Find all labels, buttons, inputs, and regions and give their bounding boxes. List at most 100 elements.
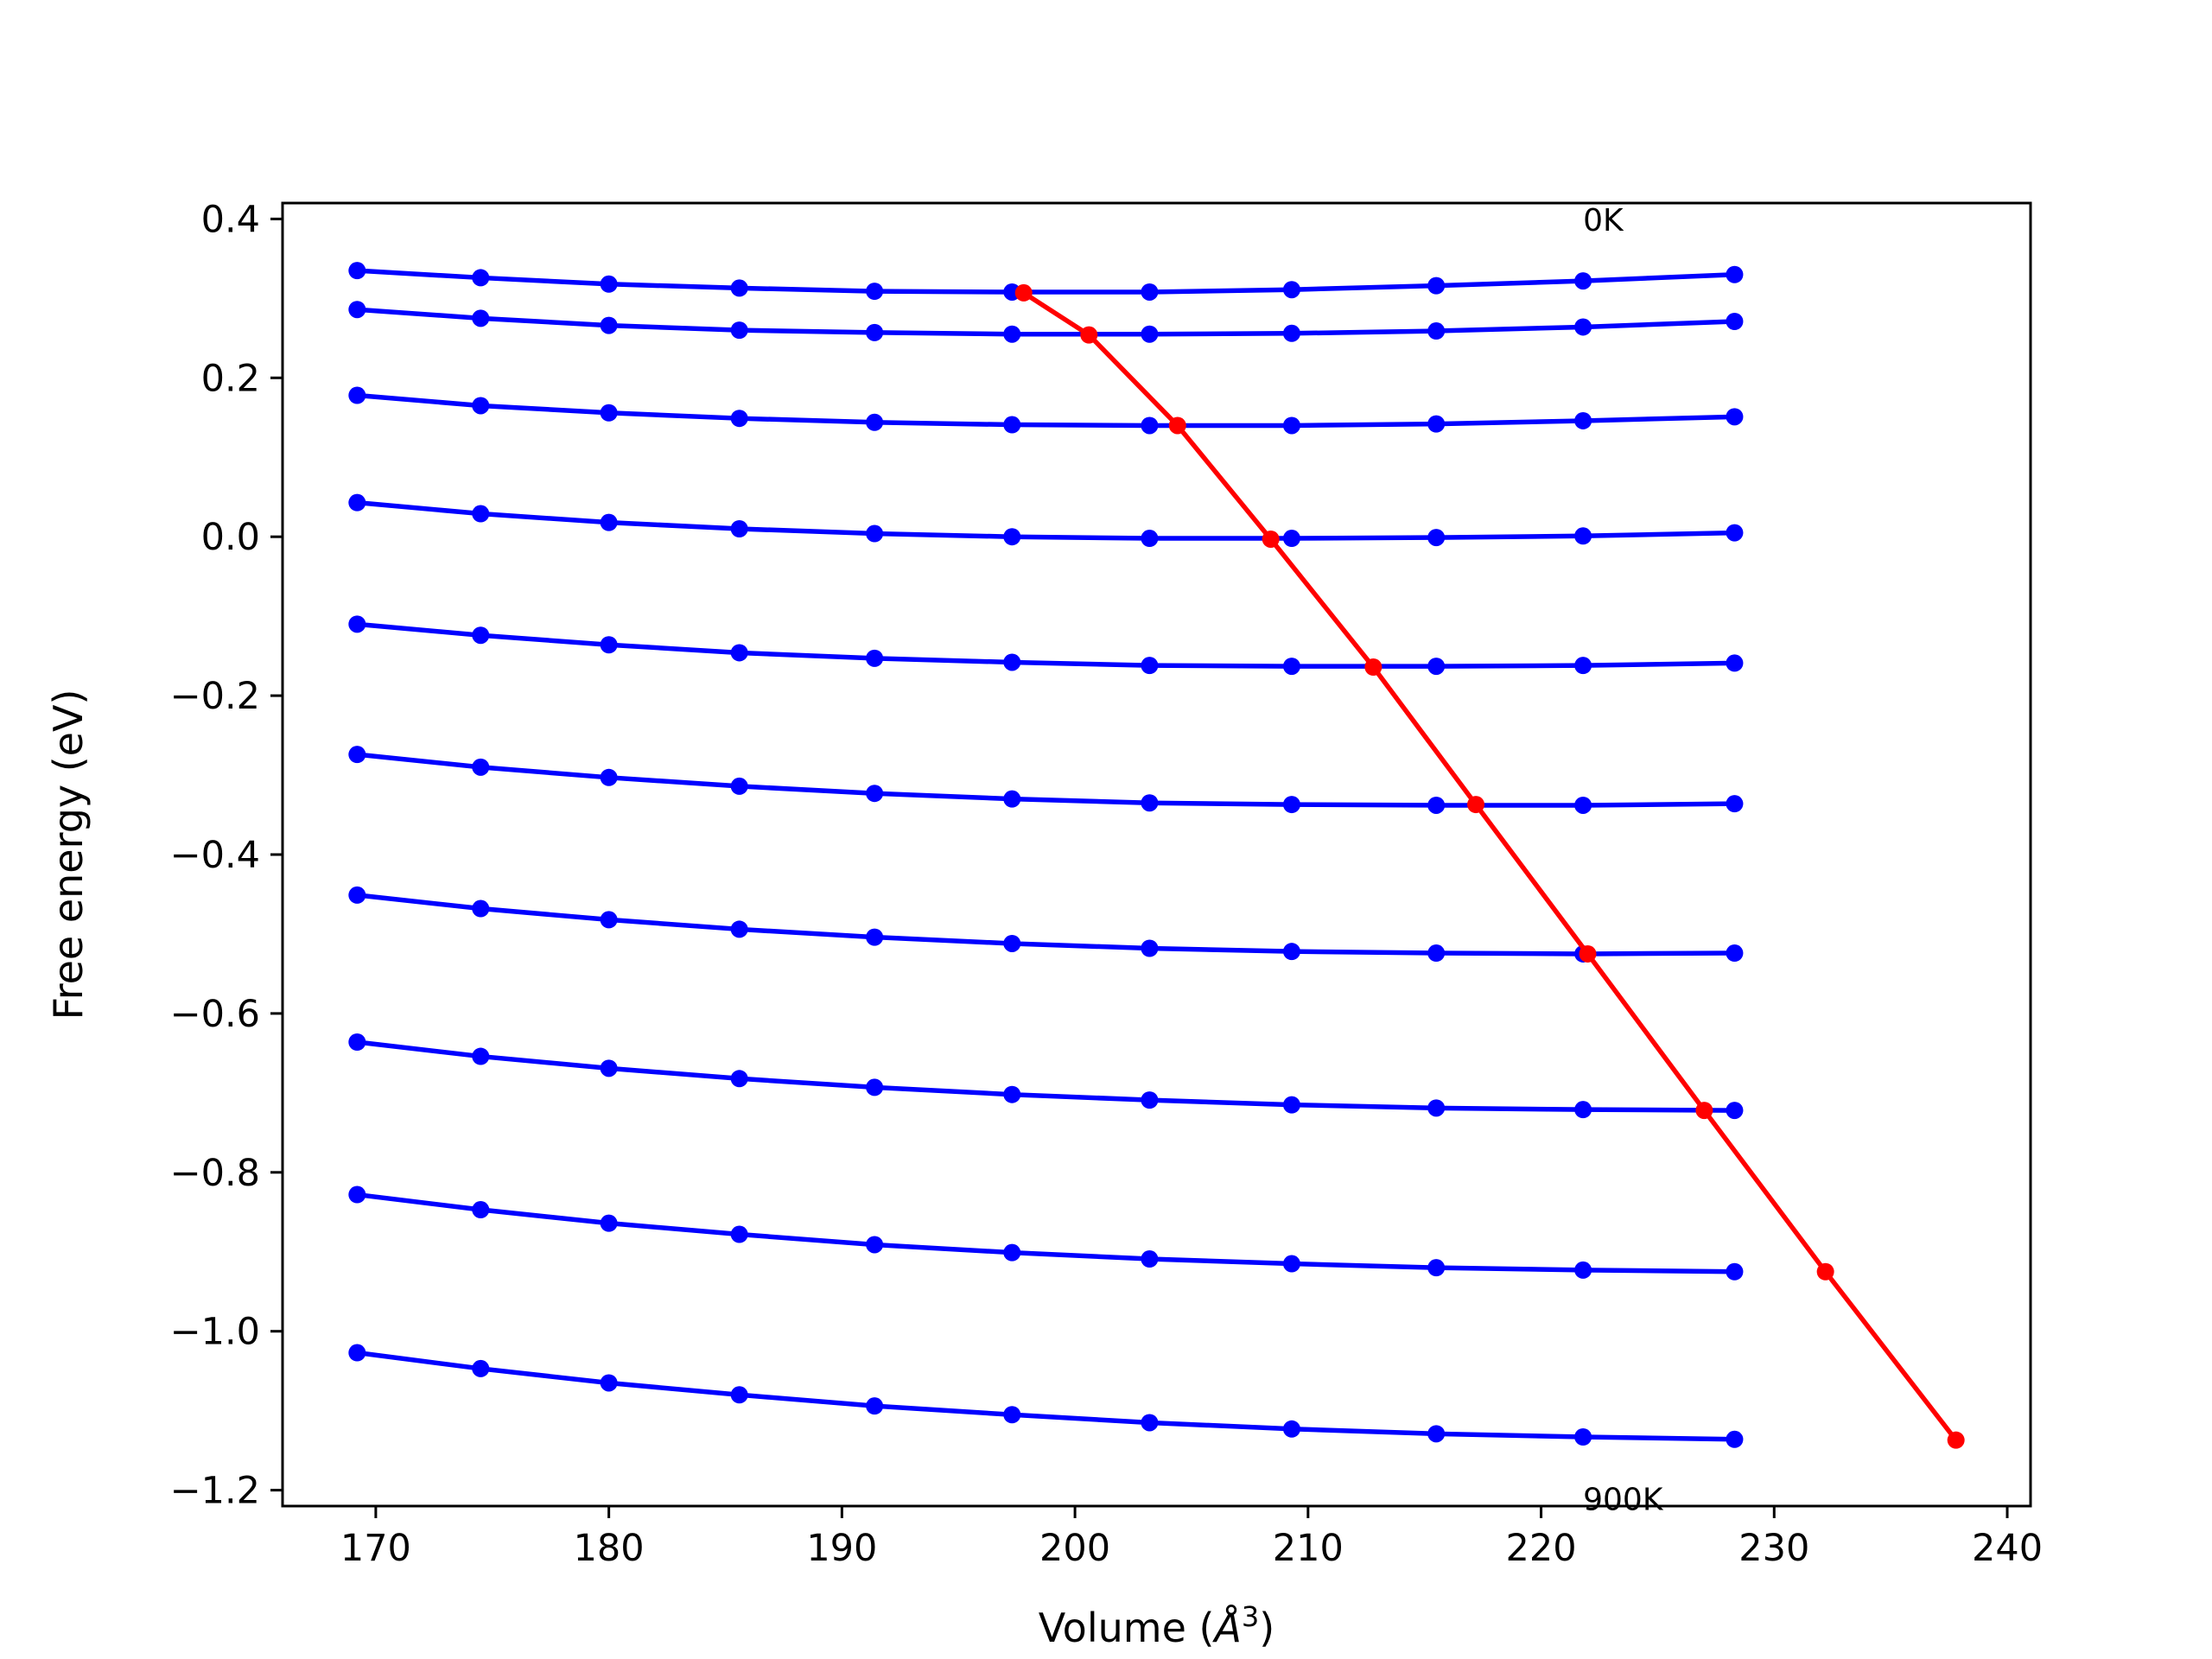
y-tick-label: −0.2 [170, 675, 260, 718]
series-point [1141, 325, 1159, 343]
series-point [348, 1033, 366, 1052]
minimum-curve-point [1816, 1262, 1834, 1281]
series-point [1427, 658, 1446, 676]
minimum-curve-point [1080, 326, 1098, 344]
series-point [1726, 1430, 1744, 1448]
series-point [730, 644, 748, 662]
series-point [1282, 1420, 1300, 1438]
minimum-curve-line [1022, 290, 1958, 1442]
series-point [730, 410, 748, 428]
series-point [1726, 1262, 1744, 1281]
series-point [1282, 796, 1300, 814]
series-point [866, 524, 884, 543]
axes-layer: 170 180 190 200 210 220 230 240 0.4 0.2 0.0 −0.2 −0.… [170, 198, 2043, 1570]
series-point [1003, 934, 1021, 952]
series-point [1427, 276, 1446, 295]
minimum-curve-point [1168, 416, 1186, 435]
series-point [1003, 1085, 1021, 1103]
minimum-curve-point [1014, 283, 1033, 302]
x-tick-label: 180 [574, 1527, 645, 1570]
series-point [348, 886, 366, 904]
series-point [1574, 1101, 1592, 1119]
minimum-curve-point [1364, 658, 1382, 676]
x-axis-label-exponent: 3 [1242, 1600, 1259, 1633]
series-point [472, 505, 490, 523]
annotation-0k: 0K [1583, 203, 1624, 238]
series-point [1726, 524, 1744, 542]
series-point [866, 649, 884, 667]
series-point [348, 262, 366, 280]
series-point [1282, 658, 1300, 676]
series-point [1141, 416, 1159, 435]
x-axis-label-close: ) [1259, 1605, 1274, 1651]
series-8 [348, 1185, 1744, 1281]
series-point [348, 615, 366, 633]
series-point [348, 1344, 366, 1362]
series-point [866, 928, 884, 946]
series-point [1726, 795, 1744, 813]
series-point [1141, 1091, 1159, 1109]
series-point [1574, 796, 1592, 814]
series-point [1726, 408, 1744, 426]
series-point [348, 1185, 366, 1204]
minimum-curve [1014, 283, 1965, 1449]
series-point [866, 283, 884, 301]
series-point [1003, 416, 1021, 434]
series-point [600, 768, 618, 786]
series-point [730, 321, 748, 340]
series-point [866, 413, 884, 431]
series-point [1726, 313, 1744, 331]
y-tick-label: 0.2 [201, 357, 260, 400]
y-tick-label: 0.4 [201, 198, 260, 241]
series-5 [348, 746, 1744, 814]
series-point [1282, 1255, 1300, 1273]
x-tick-label: 210 [1273, 1527, 1344, 1570]
series-point [1141, 1250, 1159, 1268]
series-point [472, 397, 490, 415]
series-point [472, 626, 490, 645]
series-point [866, 1078, 884, 1096]
series-point [730, 279, 748, 297]
series-point [1427, 1259, 1446, 1277]
series-point [1141, 939, 1159, 957]
series-point [472, 1047, 490, 1065]
y-tick-label: 0.0 [201, 516, 260, 559]
series-point [1726, 1102, 1744, 1120]
series-point [600, 316, 618, 334]
series-point [730, 920, 748, 938]
series-3 [348, 493, 1744, 548]
series-layer [348, 262, 1965, 1449]
series-point [730, 777, 748, 795]
series-point [600, 636, 618, 654]
series-point [348, 746, 366, 764]
series-point [1574, 318, 1592, 336]
series-point [730, 1225, 748, 1243]
series-point [1282, 1096, 1300, 1114]
series-point [866, 785, 884, 803]
series-point [1282, 416, 1300, 435]
x-tick-label: 230 [1738, 1527, 1809, 1570]
x-axis-label: Volume (Å3) [1039, 1600, 1274, 1651]
series-point [1574, 527, 1592, 545]
series-point [472, 269, 490, 287]
y-tick-label: −0.8 [170, 1152, 260, 1195]
series-point [1427, 529, 1446, 547]
series-point [866, 1236, 884, 1254]
series-6 [348, 886, 1744, 963]
series-point [1726, 944, 1744, 963]
series-9 [348, 1344, 1744, 1448]
series-point [1427, 944, 1446, 963]
series-point [348, 301, 366, 319]
minimum-curve-point [1262, 530, 1280, 548]
series-point [1726, 654, 1744, 672]
series-point [600, 404, 618, 422]
y-tick-label: −0.4 [170, 834, 260, 877]
annotation-900k: 900K [1583, 1483, 1664, 1518]
x-tick-label: 170 [340, 1527, 411, 1570]
series-point [730, 520, 748, 537]
series-point [472, 758, 490, 776]
series-point [1427, 415, 1446, 433]
series-point [1282, 324, 1300, 342]
